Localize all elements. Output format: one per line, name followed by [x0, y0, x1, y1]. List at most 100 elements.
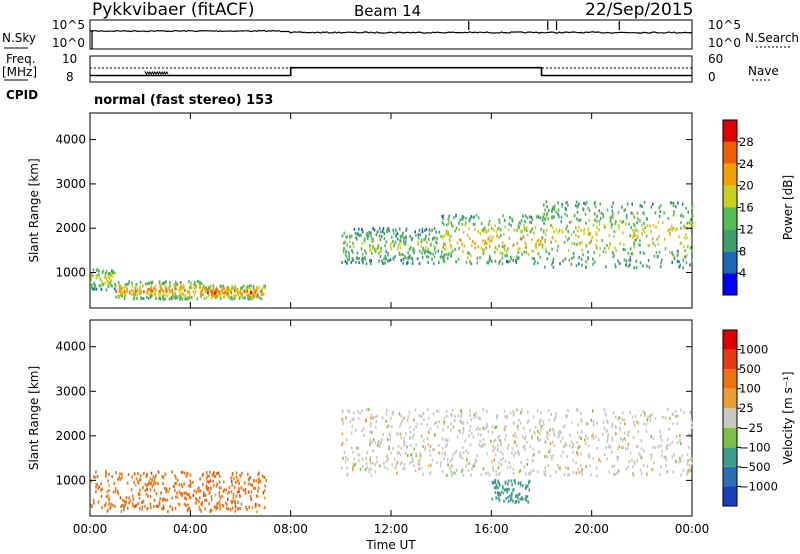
- data-cell: [342, 422, 344, 425]
- data-cell: [226, 286, 229, 290]
- data-cell: [604, 412, 607, 416]
- data-cell: [546, 212, 549, 216]
- data-cell: [587, 257, 589, 261]
- data-cell: [367, 408, 370, 412]
- data-cell: [520, 411, 522, 415]
- data-cell: [214, 291, 216, 295]
- data-cell: [641, 232, 643, 236]
- data-cell: [413, 251, 415, 255]
- data-cell: [137, 480, 139, 484]
- data-cell: [470, 244, 473, 248]
- data-cell: [385, 240, 387, 244]
- data-cell: [652, 223, 655, 227]
- data-cell: [657, 254, 659, 258]
- data-cell: [687, 245, 689, 249]
- data-cell: [185, 474, 188, 478]
- data-cell: [259, 296, 261, 300]
- data-cell: [261, 292, 264, 296]
- data-cell: [171, 290, 174, 294]
- data-cell: [347, 457, 349, 461]
- data-cell: [537, 470, 539, 474]
- data-cell: [592, 437, 595, 440]
- data-cell: [361, 465, 364, 469]
- data-cell: [410, 246, 412, 249]
- data-cell: [158, 503, 161, 507]
- data-cell: [372, 227, 374, 231]
- data-cell: [558, 434, 561, 438]
- ytick-label: 4000: [55, 133, 86, 147]
- data-cell: [101, 506, 103, 510]
- data-cell: [525, 251, 528, 254]
- data-cell: [239, 473, 241, 477]
- data-cell: [691, 457, 694, 461]
- data-cell: [361, 429, 363, 432]
- data-cell: [613, 464, 615, 468]
- data-cell: [227, 507, 230, 511]
- data-cell: [114, 282, 116, 286]
- data-cell: [486, 452, 488, 456]
- data-cell: [139, 478, 142, 482]
- data-cell: [244, 491, 247, 495]
- data-cell: [90, 276, 93, 279]
- data-cell: [358, 261, 360, 265]
- data-cell: [138, 493, 140, 496]
- data-cell: [162, 504, 165, 508]
- data-cell: [557, 201, 559, 205]
- data-cell: [346, 243, 348, 246]
- data-cell: [396, 232, 399, 236]
- data-cell: [106, 279, 108, 283]
- data-cell: [366, 466, 368, 470]
- data-cell: [534, 426, 537, 429]
- data-cell: [603, 408, 606, 412]
- data-cell: [388, 432, 391, 436]
- cbar-segment: [723, 120, 737, 142]
- data-cell: [503, 428, 506, 432]
- cbar-segment: [723, 207, 737, 230]
- data-cell: [691, 214, 694, 218]
- data-cell: [446, 414, 448, 418]
- data-cell: [201, 503, 204, 507]
- data-cell: [239, 495, 241, 498]
- data-cell: [617, 469, 620, 473]
- data-cell: [124, 503, 126, 507]
- data-cell: [180, 283, 182, 287]
- data-cell: [493, 486, 496, 490]
- data-cell: [433, 447, 435, 451]
- data-cell: [543, 221, 545, 225]
- data-cell: [487, 261, 489, 265]
- data-cell: [343, 246, 345, 250]
- data-cell: [587, 232, 590, 236]
- data-cell: [97, 500, 100, 504]
- data-cell: [370, 231, 372, 235]
- data-cell: [349, 235, 351, 239]
- data-cell: [509, 465, 512, 469]
- data-cell: [402, 466, 404, 470]
- data-cell: [131, 502, 134, 506]
- data-cell: [383, 232, 385, 236]
- data-cell: [629, 234, 632, 238]
- xtick-label: 12:00: [374, 522, 409, 536]
- data-cell: [478, 416, 480, 420]
- data-cell: [572, 442, 575, 446]
- data-cell: [231, 500, 234, 503]
- data-cell: [402, 235, 404, 239]
- data-cell: [370, 474, 373, 478]
- data-cell: [516, 242, 519, 245]
- data-cell: [580, 228, 582, 232]
- data-cell: [107, 282, 109, 286]
- data-cell: [443, 222, 445, 226]
- data-cell: [657, 444, 660, 448]
- data-cell: [492, 481, 494, 485]
- data-cell: [492, 444, 494, 448]
- data-cell: [347, 409, 349, 413]
- data-cell: [617, 447, 619, 451]
- data-cell: [525, 435, 527, 439]
- data-cell: [646, 464, 649, 468]
- xtick-label: 04:00: [173, 522, 208, 536]
- data-cell: [204, 507, 206, 511]
- data-cell: [382, 227, 385, 230]
- data-cell: [618, 261, 621, 265]
- data-cell: [588, 218, 590, 222]
- data-cell: [676, 254, 679, 258]
- data-cell: [140, 297, 142, 301]
